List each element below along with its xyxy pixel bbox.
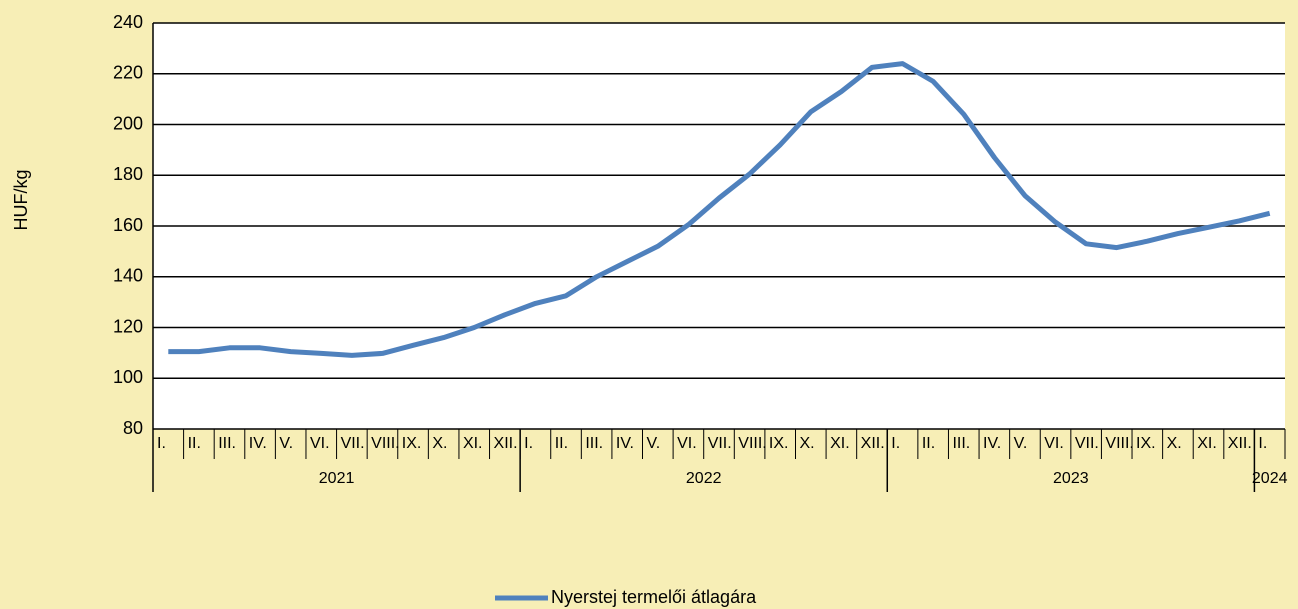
y-tick-label: 180 bbox=[113, 164, 143, 184]
x-tick-label: VII. bbox=[341, 435, 365, 452]
x-tick-label: VIII. bbox=[371, 435, 399, 452]
x-tick-label: IX. bbox=[402, 435, 422, 452]
x-tick-label: X. bbox=[432, 435, 447, 452]
x-tick-label: VIII. bbox=[738, 435, 766, 452]
x-tick-label: VII. bbox=[708, 435, 732, 452]
x-tick-label: I. bbox=[524, 435, 533, 452]
x-tick-label: XI. bbox=[1197, 435, 1217, 452]
y-tick-label: 100 bbox=[113, 367, 143, 387]
x-tick-label: V. bbox=[279, 435, 293, 452]
y-tick-label: 200 bbox=[113, 113, 143, 133]
x-tick-label: IV. bbox=[983, 435, 1001, 452]
y-tick-label: 140 bbox=[113, 266, 143, 286]
x-tick-label: IV. bbox=[616, 435, 634, 452]
x-tick-label: VII. bbox=[1075, 435, 1099, 452]
year-label: 2024 bbox=[1252, 470, 1288, 487]
legend-label: Nyerstej termelői átlagára bbox=[551, 587, 757, 607]
x-tick-label: X. bbox=[1167, 435, 1182, 452]
x-tick-label: II. bbox=[188, 435, 201, 452]
year-label: 2021 bbox=[319, 470, 355, 487]
y-tick-label: 240 bbox=[113, 12, 143, 32]
y-tick-label: 80 bbox=[123, 418, 143, 438]
x-tick-label: III. bbox=[585, 435, 603, 452]
x-tick-label: III. bbox=[952, 435, 970, 452]
x-tick-label: VI. bbox=[1044, 435, 1064, 452]
x-tick-label: VI. bbox=[310, 435, 330, 452]
x-tick-label: XII. bbox=[861, 435, 885, 452]
x-tick-label: VIII. bbox=[1105, 435, 1133, 452]
x-tick-label: XII. bbox=[1228, 435, 1252, 452]
x-tick-label: V. bbox=[647, 435, 661, 452]
y-tick-label: 220 bbox=[113, 63, 143, 83]
x-tick-label: V. bbox=[1014, 435, 1028, 452]
x-tick-label: I. bbox=[891, 435, 900, 452]
x-tick-label: II. bbox=[555, 435, 568, 452]
y-tick-label: 160 bbox=[113, 215, 143, 235]
x-tick-label: XI. bbox=[830, 435, 850, 452]
x-tick-label: XII. bbox=[494, 435, 518, 452]
x-tick-label: II. bbox=[922, 435, 935, 452]
x-tick-label: XI. bbox=[463, 435, 483, 452]
x-tick-label: I. bbox=[1258, 435, 1267, 452]
x-tick-label: IX. bbox=[1136, 435, 1156, 452]
x-tick-label: IV. bbox=[249, 435, 267, 452]
x-tick-label: X. bbox=[799, 435, 814, 452]
year-label: 2023 bbox=[1053, 470, 1089, 487]
data-line bbox=[168, 61, 1271, 358]
x-tick-label: I. bbox=[157, 435, 166, 452]
y-tick-label: 120 bbox=[113, 316, 143, 336]
y-axis-label: HUF/kg bbox=[11, 169, 31, 230]
year-label: 2022 bbox=[686, 470, 722, 487]
x-tick-label: VI. bbox=[677, 435, 697, 452]
x-tick-label: III. bbox=[218, 435, 236, 452]
x-tick-label: IX. bbox=[769, 435, 789, 452]
